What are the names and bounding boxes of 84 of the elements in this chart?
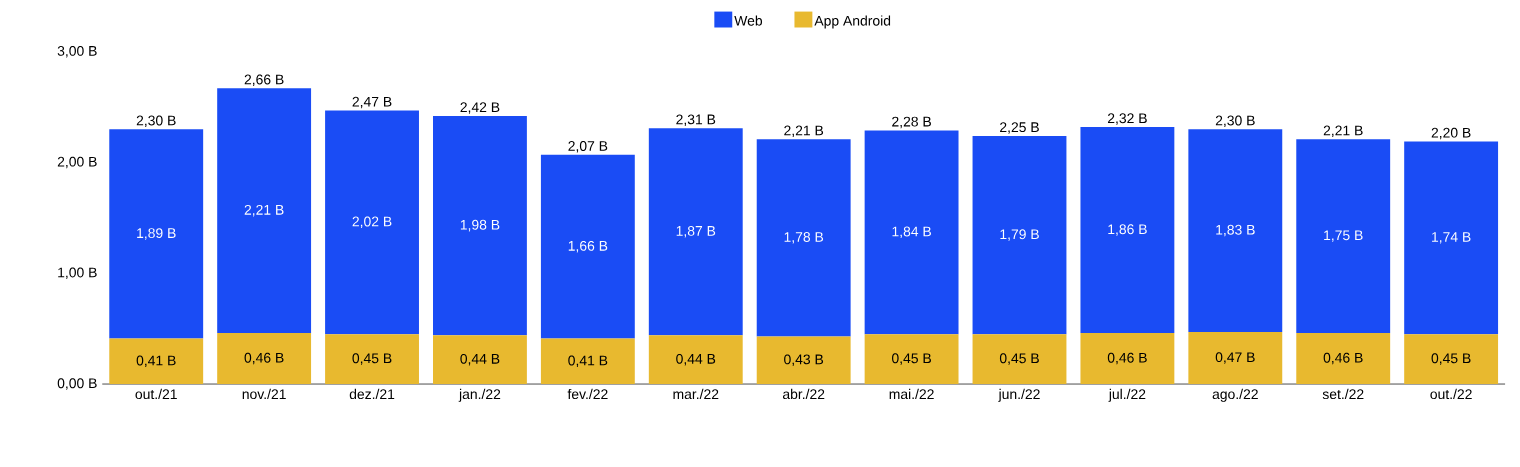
- data-label: 0,46 B: [1323, 352, 1363, 365]
- bar: [433, 116, 527, 336]
- total-label: 2,21 B: [784, 125, 824, 138]
- bar: [109, 338, 204, 385]
- data-label: 1,78 B: [784, 232, 824, 244]
- bar: [540, 154, 635, 339]
- total-label: 2,31 B: [676, 114, 716, 127]
- data-label: 1,87 B: [676, 226, 716, 238]
- y-tick-label: 3,00 B: [57, 46, 97, 58]
- bar: [648, 128, 743, 336]
- y-tick-label: 2,00 B: [57, 156, 97, 169]
- data-label: 0,45 B: [999, 353, 1039, 366]
- total-label: 2,20 B: [1431, 127, 1471, 140]
- total-label: 2,21 B: [1323, 125, 1363, 138]
- x-tick-label: ago./22: [1212, 389, 1258, 403]
- data-label: 0,41 B: [136, 355, 176, 368]
- total-label: 2,32 B: [1107, 113, 1147, 126]
- data-label: 0,45 B: [1431, 353, 1471, 366]
- total-label: 2,25 B: [1000, 122, 1039, 134]
- total-label: 2,28 B: [892, 116, 931, 129]
- y-tick-label: 1,00 B: [58, 267, 97, 280]
- total-label: 2,07 B: [568, 141, 608, 153]
- total-label: 2,42 B: [460, 102, 500, 114]
- x-tick-label: fev./22: [567, 389, 608, 400]
- bar: [756, 139, 851, 337]
- data-label: 1,66 B: [568, 241, 608, 253]
- bar: [864, 130, 959, 335]
- x-tick-label: abr./22: [782, 389, 825, 400]
- bar: [648, 335, 743, 385]
- x-tick-label: out./21: [135, 389, 177, 400]
- data-label: 0,45 B: [891, 353, 931, 366]
- data-label: 1,75 B: [1324, 230, 1363, 243]
- data-label: 1,89 B: [137, 228, 176, 240]
- data-label: 0,41 B: [568, 355, 608, 368]
- bar: [325, 110, 419, 335]
- data-label: 1,98 B: [460, 220, 500, 232]
- x-tick-label: nov./21: [242, 389, 286, 400]
- legend-label: Web: [734, 15, 763, 26]
- bar: [1296, 139, 1391, 334]
- data-label: 0,46 B: [244, 352, 284, 365]
- bar: [109, 129, 204, 339]
- bar: [1404, 141, 1499, 335]
- x-tick-label: out./22: [1430, 389, 1472, 400]
- data-label: 0,44 B: [460, 354, 500, 366]
- bar: [864, 334, 959, 385]
- bar: [217, 88, 312, 334]
- bar: [217, 333, 312, 385]
- bar: [1404, 334, 1499, 385]
- bar: [540, 338, 635, 385]
- bar: [1188, 332, 1283, 385]
- total-label: 2,66 B: [244, 74, 284, 87]
- data-label: 2,21 B: [244, 205, 284, 217]
- total-label: 2,30 B: [136, 115, 176, 128]
- data-label: 0,47 B: [1215, 352, 1255, 364]
- data-label: 1,83 B: [1216, 225, 1255, 237]
- data-label: 1,84 B: [892, 226, 931, 239]
- bar: [1080, 127, 1175, 334]
- x-tick-label: jul./22: [1108, 389, 1146, 403]
- bar: [972, 334, 1067, 385]
- bar: [1080, 333, 1175, 385]
- x-tick-label: jan./22: [458, 389, 501, 403]
- x-tick-label: set./22: [1322, 389, 1364, 400]
- x-tick-label: jun./22: [998, 389, 1040, 403]
- bar: [1188, 129, 1283, 333]
- x-tick-label: mai./22: [889, 389, 934, 400]
- x-tick-label: dez./21: [349, 389, 395, 400]
- data-label: 0,44 B: [676, 354, 716, 366]
- total-label: 2,30 B: [1215, 115, 1255, 128]
- x-tick-label: mar./22: [673, 389, 719, 400]
- bar: [433, 335, 527, 385]
- data-label: 0,46 B: [1107, 352, 1147, 365]
- bar: [1296, 333, 1391, 385]
- data-label: 0,45 B: [352, 353, 392, 366]
- legend-label: App Android: [814, 15, 891, 29]
- data-label: 1,86 B: [1108, 224, 1147, 236]
- data-label: 0,43 B: [784, 354, 824, 367]
- bar: [972, 136, 1067, 335]
- total-label: 2,47 B: [352, 96, 392, 109]
- data-label: 2,02 B: [352, 216, 392, 229]
- data-label: 1,79 B: [1000, 229, 1039, 241]
- bar: [756, 336, 851, 385]
- bar: [325, 334, 419, 385]
- data-label: 1,74 B: [1432, 232, 1471, 244]
- y-tick-label: 0,00 B: [57, 378, 97, 390]
